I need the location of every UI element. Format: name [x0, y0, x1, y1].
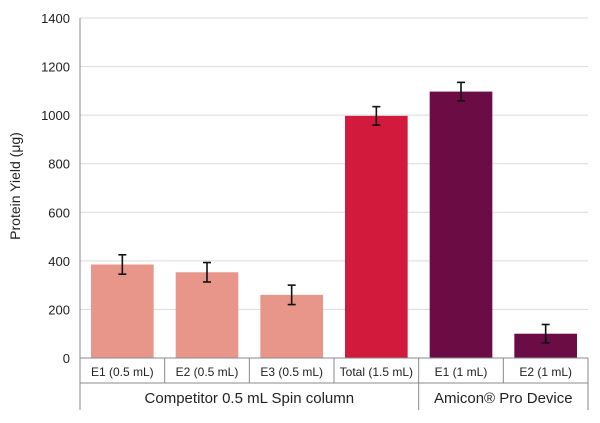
y-tick-label: 200: [48, 302, 70, 317]
x-tick-label: E1 (0.5 mL): [91, 365, 154, 379]
y-tick-label: 1000: [41, 108, 70, 123]
y-axis-title: Protein Yield (μg): [7, 132, 23, 240]
y-tick-label: 1400: [41, 11, 70, 26]
x-tick-label: E2 (0.5 mL): [176, 365, 239, 379]
error-bar: [287, 284, 296, 306]
error-bar: [372, 105, 381, 126]
error-bar: [457, 81, 465, 102]
y-tick-label: 0: [63, 351, 70, 366]
group-labels: Competitor 0.5 mL Spin column Amicon® Pro…: [145, 390, 573, 407]
bars: [91, 91, 577, 358]
gridlines: [80, 17, 588, 310]
bar: [345, 115, 408, 358]
error-bar: [541, 323, 550, 344]
y-tick-label: 600: [48, 205, 70, 220]
error-bars: [118, 81, 550, 344]
bar: [91, 264, 154, 358]
error-bar: [118, 253, 127, 276]
x-tick-label: E3 (0.5 mL): [260, 365, 323, 379]
category-labels: E1 (0.5 mL) E2 (0.5 mL) E3 (0.5 mL) Total (…: [91, 365, 572, 379]
y-tick-label: 1200: [41, 60, 70, 75]
y-tick-label: 400: [48, 254, 70, 269]
error-bar: [203, 261, 211, 283]
x-tick-label: E1 (1 mL): [435, 365, 488, 379]
axes: [79, 18, 589, 410]
group-label: Amicon® Pro Device: [434, 390, 573, 407]
group-label: Competitor 0.5 mL Spin column: [145, 390, 355, 407]
y-tick-label: 800: [48, 157, 70, 172]
bar: [260, 294, 323, 358]
x-tick-label: Total (1.5 mL): [340, 365, 413, 379]
bar: [429, 91, 493, 358]
x-tick-label: E2 (1 mL): [519, 365, 572, 379]
bar: [175, 272, 239, 358]
y-axis-ticks: 0 200 400 600 800 1000 1200 1400: [41, 11, 70, 366]
